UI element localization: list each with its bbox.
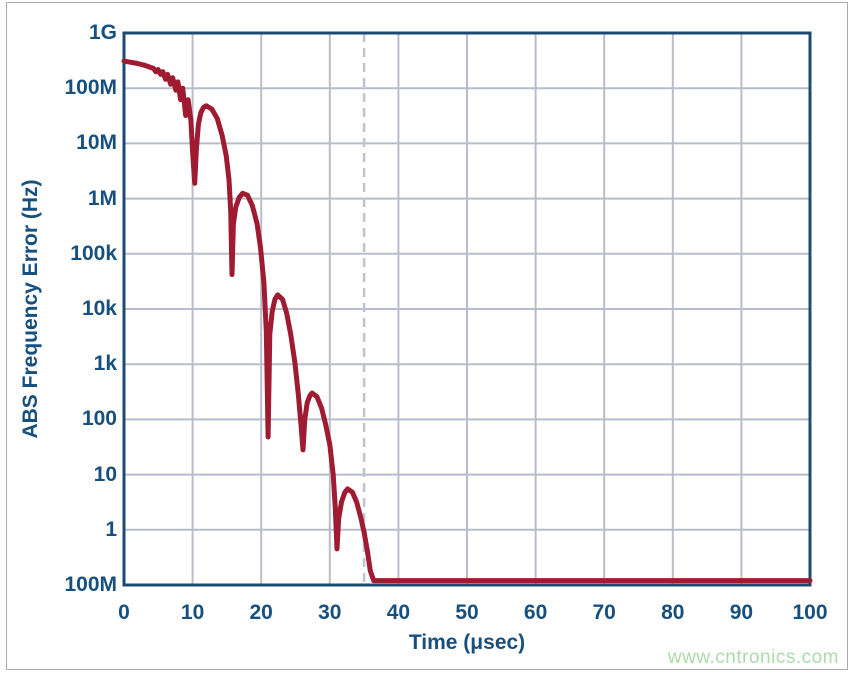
y-tick-label: 10 bbox=[93, 462, 117, 486]
x-tick-label: 60 bbox=[523, 601, 548, 624]
x-tick-label: 80 bbox=[661, 601, 685, 624]
x-tick-label: 20 bbox=[249, 601, 273, 624]
frequency-error-curve bbox=[121, 58, 813, 584]
y-tick-label: 100 bbox=[81, 407, 117, 431]
y-tick-label: 100k bbox=[70, 241, 117, 265]
y-tick-label: 1 bbox=[105, 517, 117, 541]
y-tick-label: 10k bbox=[81, 297, 117, 320]
y-tick-label: 10M bbox=[76, 131, 117, 155]
y-tick-label: 1M bbox=[87, 186, 117, 210]
x-tick-label: 10 bbox=[180, 601, 205, 624]
watermark: www.cntronics.com bbox=[667, 647, 839, 668]
x-tick-label: 50 bbox=[455, 601, 479, 624]
x-tick-label: 0 bbox=[118, 601, 130, 624]
x-axis-title: Time (μsec) bbox=[408, 631, 526, 654]
x-tick-label: 100 bbox=[792, 601, 828, 624]
y-tick-label: 100M bbox=[64, 76, 117, 100]
x-tick-label: 30 bbox=[318, 601, 342, 624]
y-tick-label: 1k bbox=[93, 352, 117, 376]
plot-frame bbox=[122, 31, 812, 587]
x-tick-label: 40 bbox=[386, 601, 411, 624]
x-tick-label: 90 bbox=[729, 601, 754, 624]
y-tick-label: 100M bbox=[64, 573, 117, 596]
x-tick-label: 70 bbox=[592, 601, 616, 624]
y-tick-label: 1G bbox=[88, 21, 117, 44]
